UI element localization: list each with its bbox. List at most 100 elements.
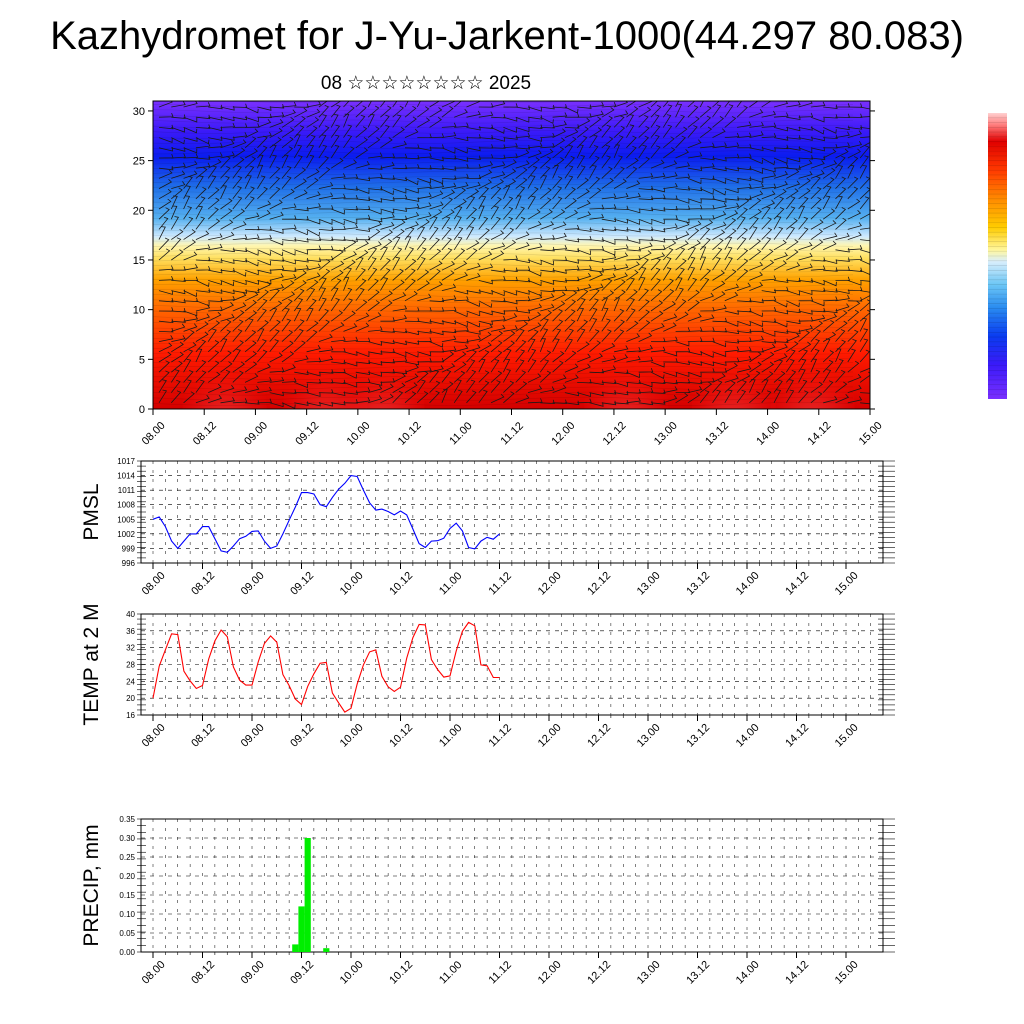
wind-barb — [281, 299, 293, 312]
wind-barb — [835, 125, 850, 131]
wind-barb — [404, 154, 420, 160]
wind-barb — [453, 351, 467, 363]
wind-barb — [441, 283, 457, 291]
wind-barb — [515, 160, 530, 169]
wind-barb — [638, 226, 654, 231]
wind-barb — [577, 249, 591, 256]
wind-barb — [527, 303, 543, 312]
wind-barb — [749, 282, 764, 291]
wind-barb — [281, 154, 289, 169]
wind-barb — [810, 116, 825, 123]
wind-barb — [700, 142, 715, 149]
wind-barb — [527, 359, 537, 373]
wind-barb — [638, 288, 649, 302]
wind-barb — [859, 349, 870, 363]
wind-barb — [503, 227, 515, 240]
wind-barb — [663, 182, 678, 189]
wind-barb — [183, 116, 198, 123]
wind-barb — [416, 237, 427, 251]
wind-barb — [613, 297, 620, 312]
wind-barb — [712, 128, 726, 138]
wind-barb — [355, 387, 371, 393]
x-tick-label: 15.00 — [833, 570, 861, 598]
wind-barb — [712, 351, 727, 357]
wind-barb — [638, 242, 653, 251]
wind-barb — [380, 175, 395, 180]
wind-barb — [552, 146, 565, 159]
wind-barb — [650, 361, 665, 368]
wind-barb — [700, 175, 715, 181]
wind-barb — [355, 322, 370, 332]
wind-barb — [466, 174, 482, 180]
wind-barb — [454, 122, 469, 128]
contour-line — [153, 371, 854, 376]
wind-barb — [810, 101, 826, 108]
wind-barb — [257, 164, 264, 179]
wind-barb — [675, 240, 689, 251]
wind-barb — [552, 196, 563, 210]
x-tick-label: 08.00 — [140, 420, 168, 448]
wind-barb — [257, 363, 271, 373]
wind-barb — [503, 325, 518, 332]
wind-barb — [429, 365, 444, 373]
wind-barb — [626, 355, 641, 363]
wind-barb — [441, 227, 452, 240]
wind-barb — [589, 204, 605, 210]
wind-barb — [208, 126, 223, 132]
wind-barb — [798, 101, 813, 108]
wind-barb — [847, 267, 863, 272]
wind-barb — [847, 373, 862, 383]
wind-barb — [232, 175, 243, 189]
wind-barb — [564, 209, 579, 220]
wind-barb — [355, 196, 371, 201]
wind-barb — [540, 208, 553, 220]
wind-barb — [663, 386, 678, 393]
wind-barb — [355, 351, 370, 358]
wind-barb — [367, 137, 381, 149]
wind-barb — [158, 112, 174, 118]
wind-barb — [380, 105, 392, 118]
wind-barb — [331, 236, 346, 241]
wind-barb — [490, 290, 505, 297]
contour-line — [153, 355, 854, 360]
wind-barb — [577, 398, 592, 404]
wind-barb — [294, 280, 307, 291]
wind-barb — [626, 320, 639, 332]
wind-barb — [613, 329, 625, 342]
wind-barb — [417, 117, 431, 128]
wind-barb — [614, 244, 629, 251]
wind-barb — [859, 269, 870, 275]
wind-barb — [749, 226, 758, 240]
wind-barb — [576, 307, 585, 322]
wind-barb — [478, 179, 492, 189]
y-tick-label: 36 — [126, 627, 135, 636]
wind-barb — [392, 328, 408, 334]
wind-barb — [417, 192, 432, 200]
wind-barb — [859, 317, 868, 332]
wind-barb — [207, 218, 221, 230]
x-tick-label: 14.12 — [806, 420, 834, 448]
wind-barb — [183, 175, 193, 189]
wind-barb — [773, 260, 787, 271]
wind-barb — [860, 290, 870, 293]
contour-line — [153, 101, 821, 103]
wind-barb — [453, 226, 464, 240]
wind-barb — [859, 291, 870, 302]
wind-barb — [453, 370, 466, 383]
wind-barb — [712, 247, 723, 261]
wind-barb — [207, 328, 217, 342]
wind-barb — [404, 351, 419, 358]
wind-barb — [232, 398, 248, 404]
wind-barb — [724, 362, 738, 373]
wind-barb — [527, 259, 542, 266]
wind-barb — [650, 194, 666, 200]
wind-barb — [441, 122, 457, 128]
wind-barb — [294, 288, 305, 302]
wind-barb — [761, 339, 777, 344]
wind-barb — [638, 115, 649, 128]
wind-barb — [761, 361, 775, 373]
y-tick-label: 20 — [133, 205, 145, 217]
wind-barb — [183, 195, 191, 210]
wind-barb — [503, 348, 512, 363]
y-axis-label: PRECIP, mm — [80, 824, 103, 946]
